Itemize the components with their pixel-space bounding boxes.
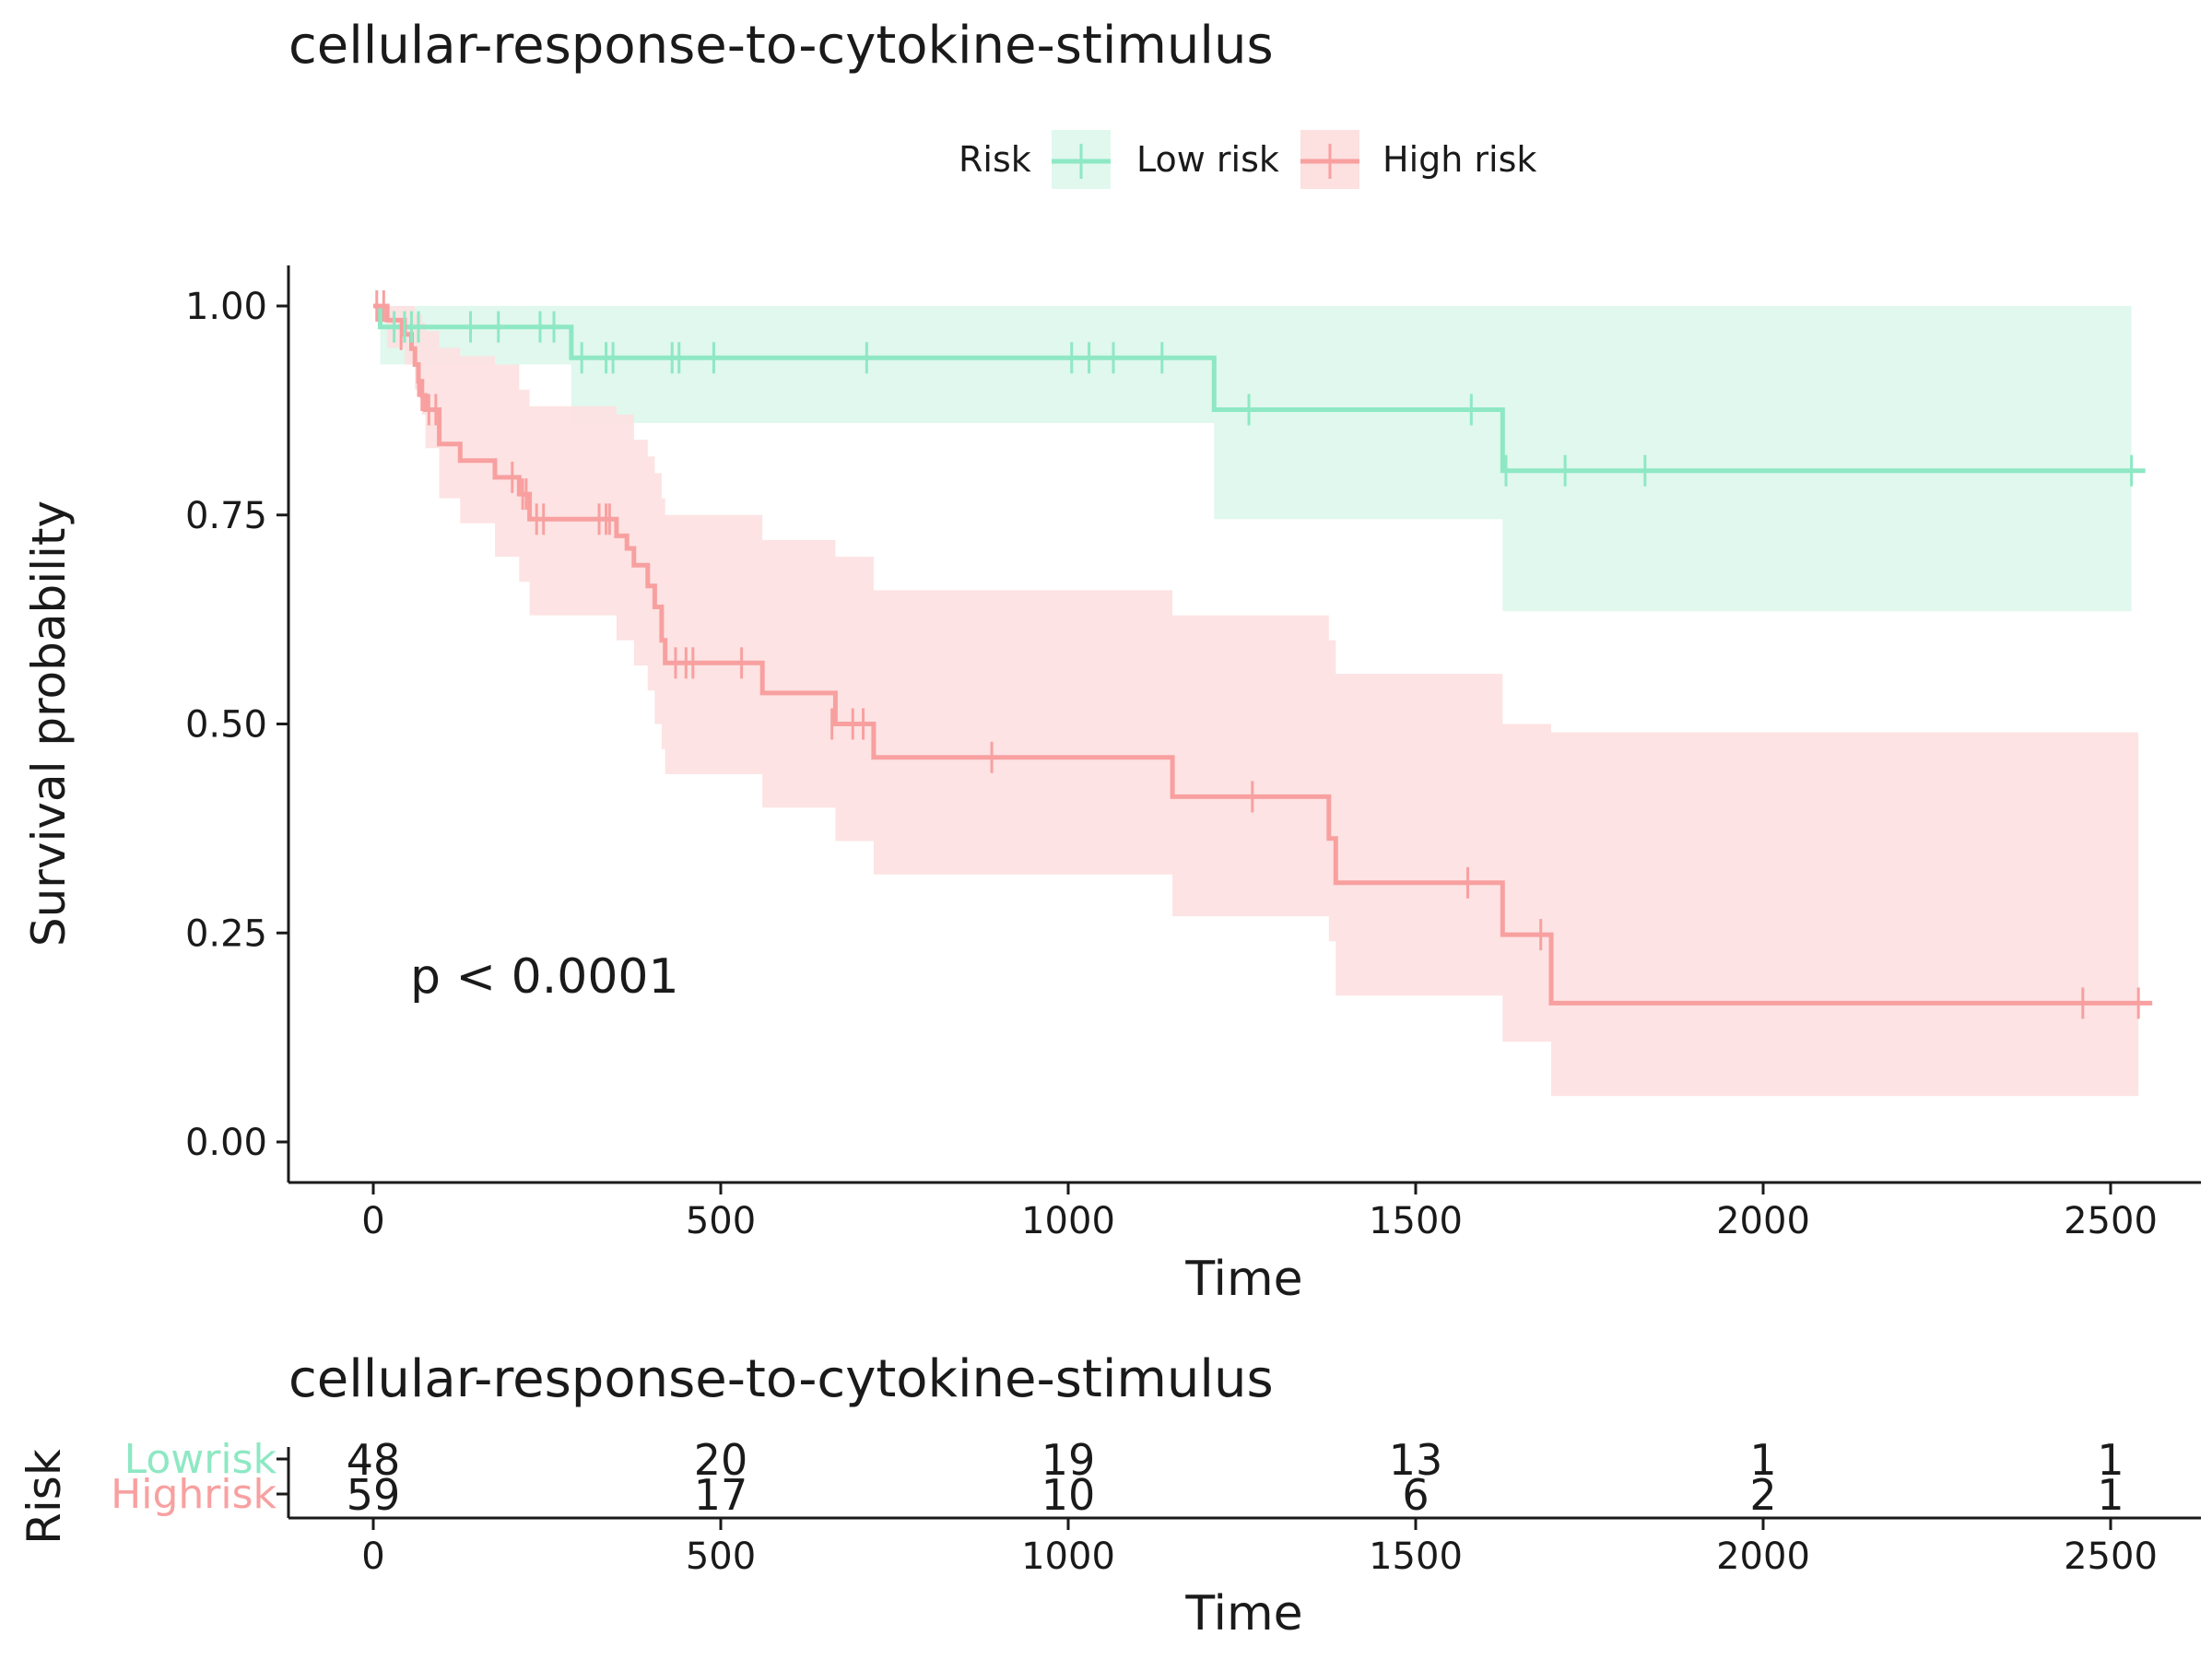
x-axis-ticks: 0 500 1000 1500 2000 2500 — [361, 1182, 2158, 1242]
x-tick-label: 1000 — [1021, 1200, 1115, 1242]
y-axis-ticks: 0.00 0.25 0.50 0.75 1.00 — [185, 286, 288, 1164]
risk-table-ylabel: Risk — [18, 1449, 71, 1545]
legend: Risk Low risk High risk — [959, 130, 1536, 189]
low-risk-survival-curve — [373, 303, 2146, 474]
legend-low-risk-label: Low risk — [1136, 139, 1279, 180]
y-tick-label: 0.50 — [185, 704, 267, 747]
x-tick-label: 500 — [686, 1200, 756, 1242]
x-tick-label: 2000 — [1716, 1200, 1810, 1242]
risk-table-x-tick-label: 2000 — [1716, 1535, 1810, 1578]
x-tick-label: 2500 — [2064, 1200, 2158, 1242]
y-axis-label: Survival probability — [22, 500, 76, 947]
risk-table-count: 17 — [694, 1470, 748, 1520]
risk-table-x-tick-label: 1500 — [1369, 1535, 1463, 1578]
km-plot-area: 0.00 0.25 0.50 0.75 1.00 0 500 1000 1500 2000 250… — [22, 265, 2201, 1307]
risk-table-count: 48 — [347, 1435, 401, 1485]
legend-high-risk-label: High risk — [1382, 139, 1536, 180]
risk-table: cellular-response-to-cytokine-stimulus R… — [18, 1349, 2201, 1641]
y-tick-label: 1.00 — [185, 286, 267, 328]
risk-table-xlabel: Time — [1184, 1586, 1302, 1641]
risk-table-count: 20 — [694, 1435, 748, 1485]
risk-table-x-ticks: 0 500 1000 1500 2000 2500 — [361, 1518, 2158, 1578]
x-tick-label: 0 — [361, 1200, 384, 1242]
y-tick-label: 0.25 — [185, 912, 267, 955]
risk-table-x-tick-label: 0 — [361, 1535, 384, 1578]
risk-table-count: 13 — [1389, 1435, 1443, 1485]
risk-table-count: 1 — [1749, 1435, 1776, 1485]
risk-table-x-tick-label: 1000 — [1021, 1535, 1115, 1578]
p-value-annotation: p < 0.0001 — [410, 949, 679, 1005]
chart-title: cellular-response-to-cytokine-stimulus — [288, 16, 1274, 76]
risk-table-x-tick-label: 2500 — [2064, 1535, 2158, 1578]
risk-table-count: 19 — [1041, 1435, 1096, 1485]
y-tick-label: 0.00 — [185, 1122, 267, 1164]
confidence-bands — [373, 306, 2139, 1097]
high-risk-confidence-band — [373, 306, 2139, 1097]
x-tick-label: 1500 — [1369, 1200, 1463, 1242]
risk-table-count: 1 — [2097, 1470, 2124, 1520]
risk-table-title: cellular-response-to-cytokine-stimulus — [288, 1349, 1274, 1409]
x-axis-label: Time — [1184, 1252, 1302, 1307]
risk-table-count: 59 — [347, 1470, 401, 1520]
legend-title: Risk — [959, 139, 1031, 180]
risk-table-row-label: Lowrisk — [124, 1436, 277, 1483]
risk-table-count: 2 — [1749, 1470, 1776, 1520]
censor-marks — [375, 290, 2140, 1019]
risk-table-count: 6 — [1402, 1470, 1429, 1520]
risk-table-count: 10 — [1041, 1470, 1096, 1520]
y-tick-label: 0.75 — [185, 495, 267, 537]
low-risk-confidence-band — [373, 306, 2132, 612]
risk-table-x-tick-label: 500 — [686, 1535, 756, 1578]
risk-table-row-label: Highrisk — [111, 1471, 276, 1518]
risk-table-count: 1 — [2097, 1435, 2124, 1485]
